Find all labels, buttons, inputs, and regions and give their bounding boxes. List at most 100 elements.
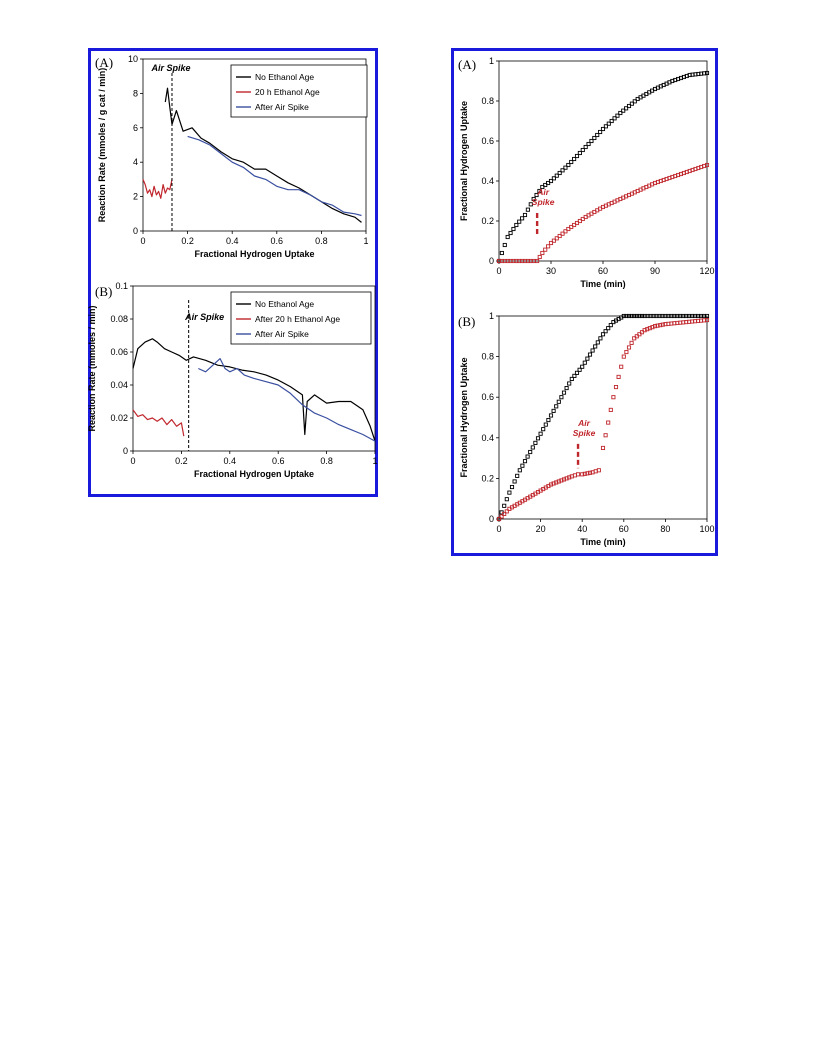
data-point-series-1: [582, 360, 587, 365]
y-tick-label: 0.06: [110, 347, 128, 357]
y-tick-label: 10: [128, 54, 138, 64]
data-point-series-1: [586, 141, 591, 147]
y-tick-label: 0.4: [481, 433, 494, 443]
series-line-2: [132, 409, 185, 437]
data-point-series-2: [546, 244, 551, 249]
panel-label: (B): [95, 284, 112, 299]
data-point-series-1: [704, 70, 710, 76]
x-tick-label: 60: [598, 266, 608, 276]
x-tick-label: 0: [496, 524, 501, 534]
data-point-series-1: [583, 144, 588, 150]
plot-area-border: [498, 315, 708, 520]
data-point-series-1: [587, 352, 593, 357]
data-point-series-2: [608, 407, 613, 412]
data-point-series-2: [543, 247, 548, 252]
x-axis-label: Time (min): [580, 537, 625, 547]
data-point-series-1: [595, 340, 600, 345]
data-point-series-2: [658, 323, 663, 328]
data-point-series-1: [511, 226, 516, 232]
data-point-series-1: [592, 135, 597, 141]
panel-label: (A): [95, 55, 113, 70]
data-point-series-2: [704, 318, 710, 323]
data-point-series-1: [608, 323, 613, 328]
data-point-series-2: [629, 340, 634, 345]
y-axis-label: Reaction Rate (mmoles / min): [87, 305, 97, 431]
data-point-series-1: [589, 138, 594, 144]
data-point-series-1: [595, 132, 600, 138]
data-point-series-1: [621, 313, 626, 319]
data-point-series-1: [522, 459, 528, 464]
data-point-series-2: [567, 475, 572, 480]
data-point-series-1: [535, 436, 541, 441]
data-point-series-1: [566, 162, 571, 168]
series-line-3: [187, 135, 362, 217]
y-axis-label: Fractional Hydrogen Uptake: [459, 101, 469, 221]
data-point-series-1: [632, 313, 637, 319]
panel-label: (B): [458, 314, 475, 329]
y-tick-label: 0.6: [481, 136, 494, 146]
data-point-series-2: [626, 345, 632, 350]
data-point-series-1: [551, 176, 556, 181]
data-point-series-1: [615, 113, 620, 118]
data-point-series-1: [639, 313, 645, 319]
data-point-series-2: [603, 433, 608, 438]
data-point-series-1: [502, 242, 507, 248]
data-point-series-1: [531, 196, 536, 202]
x-tick-label: 0.4: [224, 456, 237, 466]
data-point-series-2: [616, 374, 621, 379]
y-tick-label: 0: [489, 514, 494, 524]
data-point-series-2: [600, 445, 606, 451]
data-point-series-1: [598, 336, 603, 341]
data-point-series-1: [548, 413, 554, 418]
y-tick-label: 0: [133, 226, 138, 236]
data-point-series-2: [650, 325, 655, 330]
data-point-series-2: [563, 229, 568, 234]
chart-right-B: (B) 0 20 40 60 80 100 0 0.2 0.4 0.6 0.8 1 Time (min) F…: [458, 311, 715, 547]
y-tick-label: 0: [123, 446, 128, 456]
data-point-series-1: [585, 356, 590, 361]
data-point-series-1: [499, 250, 504, 256]
data-point-series-1: [533, 440, 538, 445]
data-point-series-1: [629, 313, 634, 319]
x-tick-label: 60: [619, 524, 629, 534]
y-tick-label: 8: [133, 88, 138, 98]
data-point-series-1: [561, 390, 567, 395]
data-point-series-1: [632, 99, 637, 104]
data-point-series-1: [543, 422, 548, 427]
legend-box: [230, 291, 372, 345]
data-point-series-1: [505, 234, 510, 240]
x-tick-label: 0.2: [175, 456, 188, 466]
x-tick-label: 20: [536, 524, 546, 534]
data-point-series-1: [528, 449, 533, 455]
data-point-series-1: [509, 484, 515, 490]
data-point-series-1: [609, 118, 614, 124]
data-point-series-1: [557, 170, 562, 176]
data-point-series-2: [611, 395, 616, 400]
y-tick-label: 0.04: [110, 380, 128, 390]
x-tick-label: 0: [496, 266, 501, 276]
data-point-series-1: [704, 313, 710, 319]
data-point-series-2: [551, 481, 556, 486]
right-figure-frame: (A) 0 30 60 90 120 0 0.2 0.4 0.6 0.8 1 Time (min) Fra…: [451, 48, 718, 556]
data-point-series-1: [574, 153, 580, 159]
data-point-series-2: [540, 250, 545, 256]
y-tick-label: 0: [489, 256, 494, 266]
data-point-series-1: [517, 468, 522, 473]
data-point-series-1: [520, 216, 525, 221]
series-line-1: [164, 87, 362, 223]
data-point-series-1: [598, 129, 603, 135]
data-point-series-1: [559, 395, 564, 400]
y-tick-label: 0.2: [481, 216, 494, 226]
air-spike-annotation: Air: [536, 187, 550, 197]
air-spike-annotation: Air: [577, 418, 591, 428]
data-point-series-2: [647, 326, 652, 331]
data-point-series-1: [512, 479, 517, 484]
data-point-series-2: [535, 258, 540, 264]
y-tick-label: 0.02: [110, 413, 128, 423]
data-point-series-1: [522, 212, 528, 218]
data-point-series-1: [525, 454, 530, 459]
y-tick-label: 0.8: [481, 352, 494, 362]
data-point-series-2: [606, 420, 611, 425]
